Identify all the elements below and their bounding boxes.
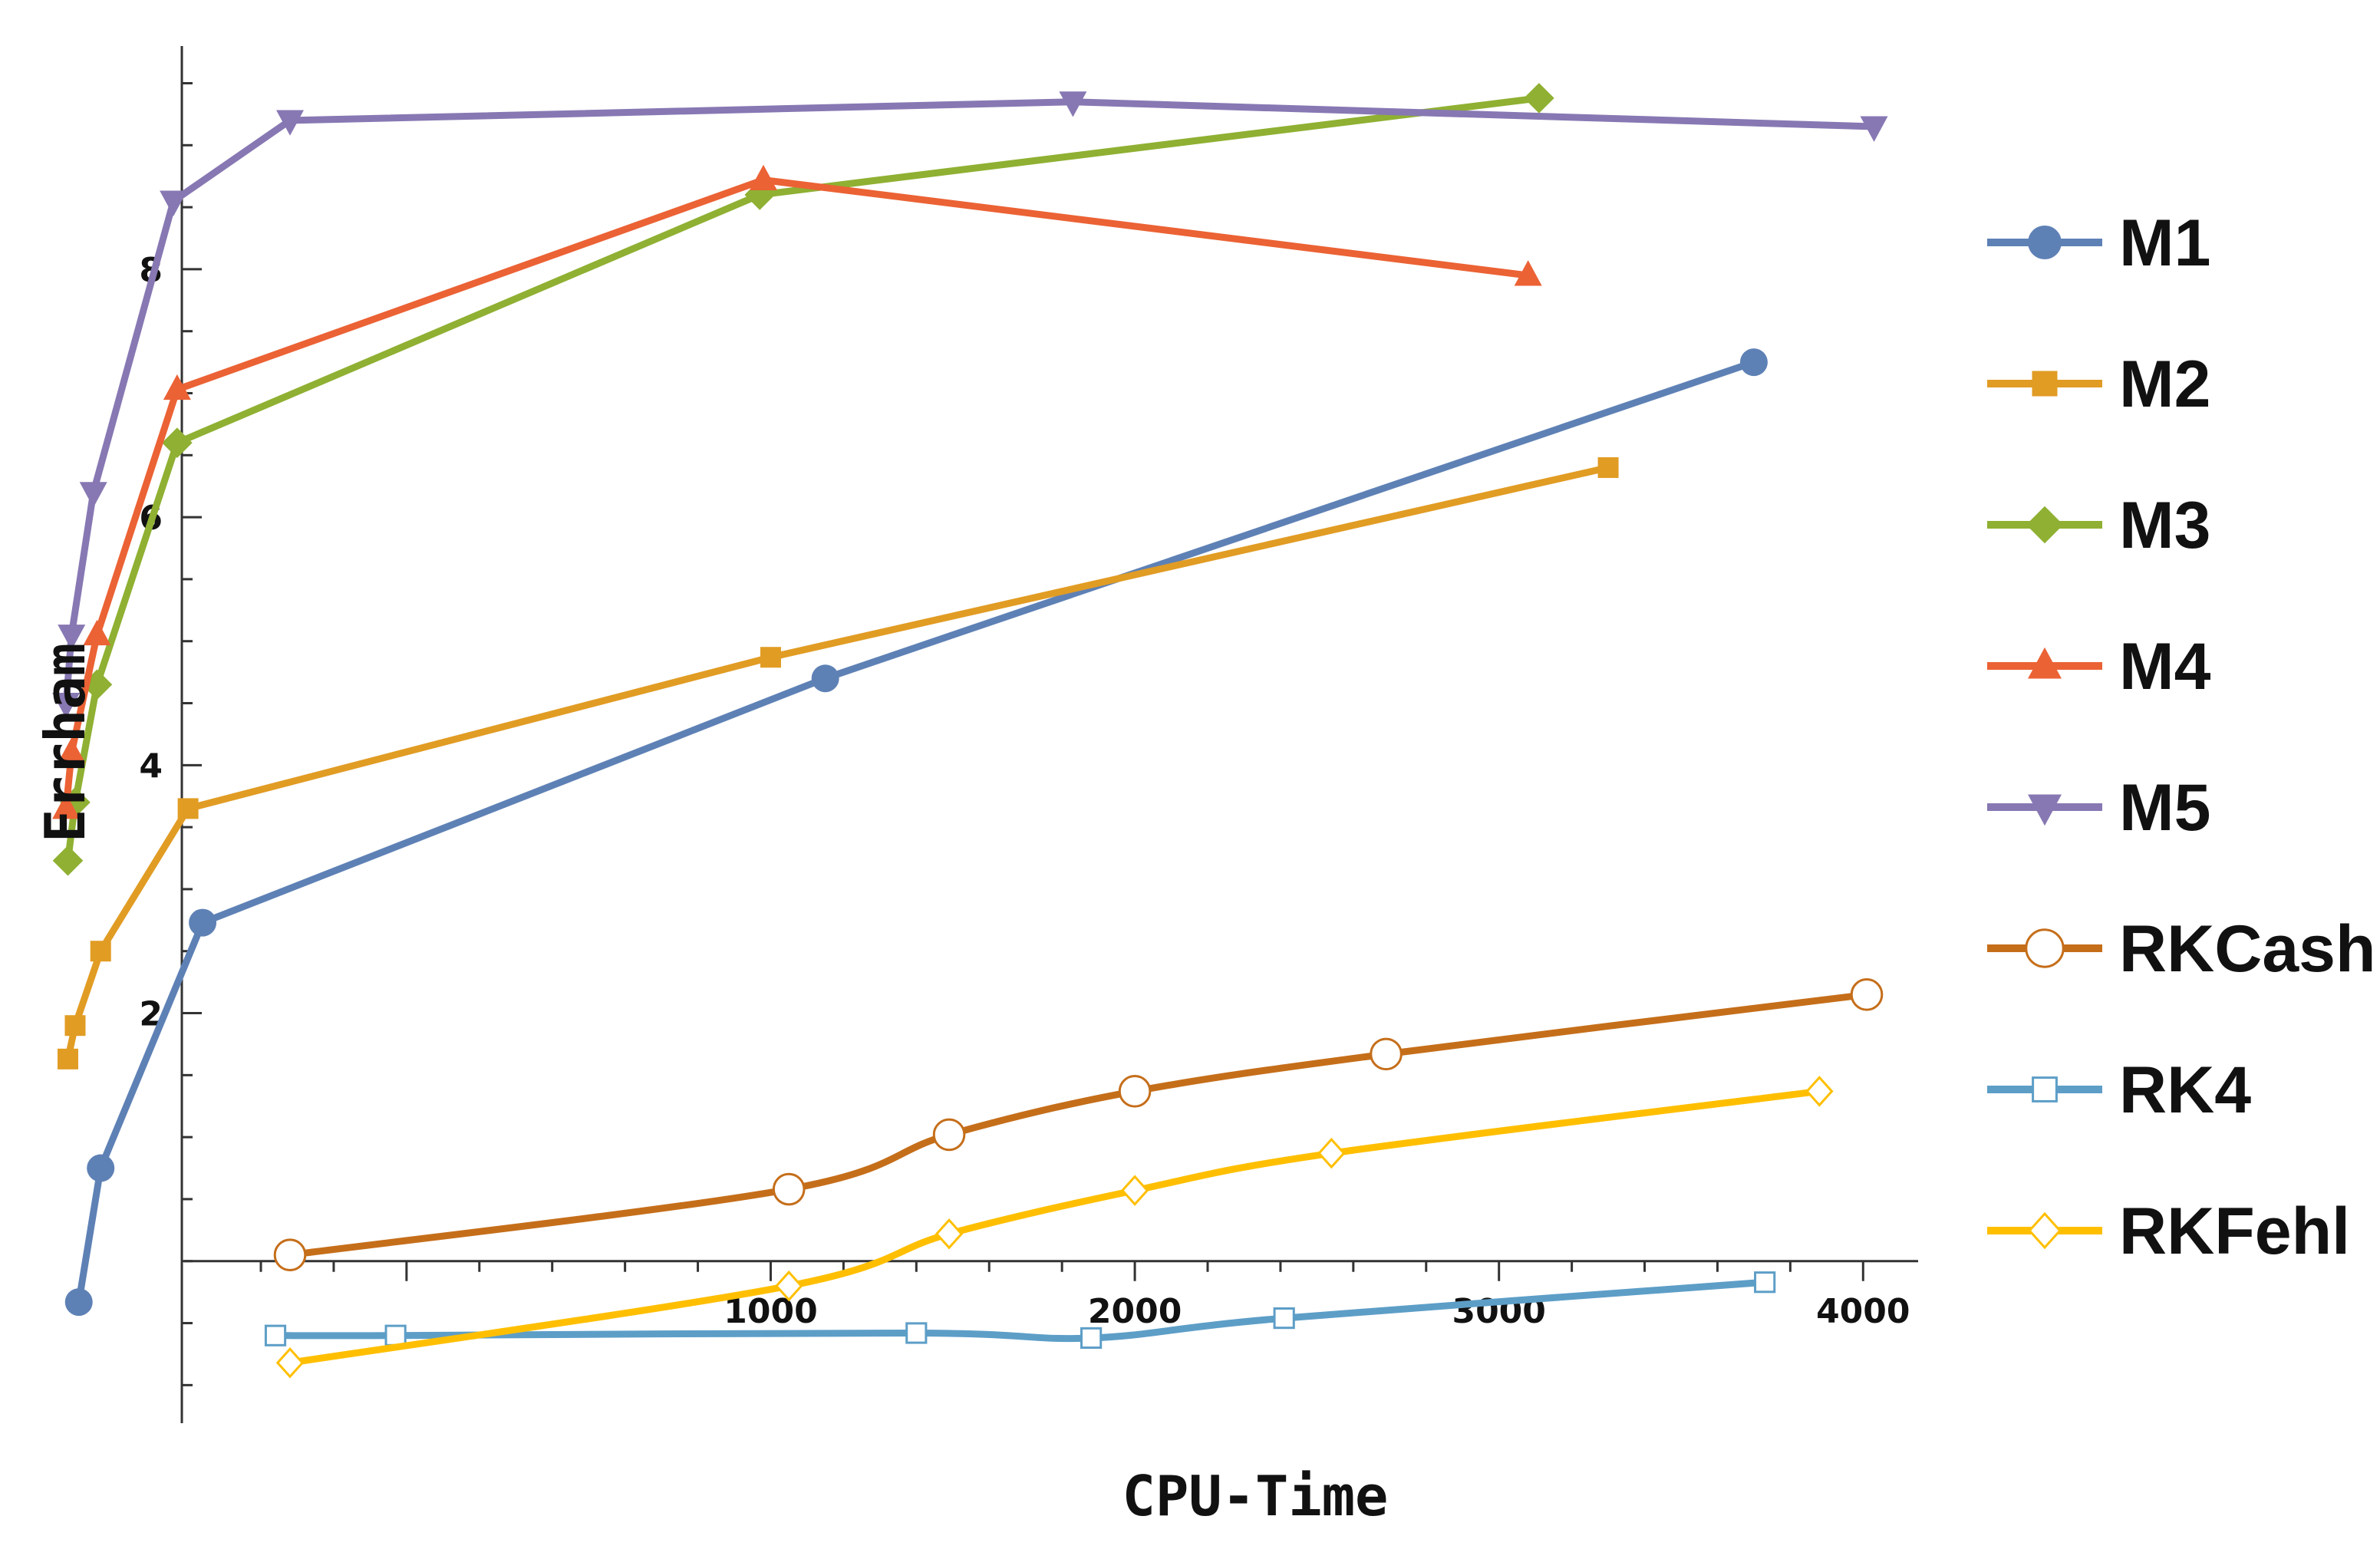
legend: M1 M2 M3 M4 M5 RKCash RK4 RKFehl — [1987, 206, 2376, 1268]
data-point — [1080, 1327, 1103, 1350]
series-line-m2 — [64, 463, 1612, 1063]
data-point — [83, 619, 111, 646]
x-axis-title: CPU-Time — [1122, 1464, 1389, 1528]
data-point — [1805, 1076, 1834, 1107]
legend-label: M4 — [2119, 630, 2211, 704]
series-line-m1 — [75, 358, 1758, 1306]
legend-item-m3: M3 — [1987, 489, 2210, 562]
x-tick-label: 4000 — [1816, 1292, 1910, 1331]
series-line-rkfehl — [286, 1087, 1823, 1366]
data-point — [1850, 977, 1884, 1011]
series-line-m4 — [62, 176, 1532, 812]
data-point — [1739, 348, 1768, 377]
series-m2 — [57, 456, 1619, 1070]
data-point — [1273, 1307, 1295, 1330]
legend-marker — [2025, 928, 2065, 968]
data-point — [87, 1154, 115, 1182]
data-point — [932, 1118, 966, 1152]
legend-marker — [2028, 226, 2062, 259]
legend-marker — [2032, 371, 2058, 397]
data-point — [52, 845, 84, 876]
series-line-rk4 — [272, 1278, 1769, 1343]
data-point — [774, 1270, 803, 1302]
legend-label: M1 — [2119, 206, 2210, 280]
series-rk4 — [264, 1271, 1776, 1350]
data-point — [749, 164, 777, 191]
data-point — [935, 1218, 964, 1250]
data-point — [384, 1324, 407, 1346]
data-point — [772, 1172, 806, 1206]
data-point — [58, 625, 86, 651]
legend-label: M5 — [2119, 771, 2210, 845]
data-point — [275, 1347, 305, 1379]
legend-item-m2: M2 — [1987, 348, 2210, 421]
data-point — [1860, 116, 1888, 142]
legend-marker — [2026, 506, 2064, 544]
data-point — [273, 1238, 307, 1271]
data-point — [160, 190, 188, 216]
series-line-rkcash — [286, 990, 1871, 1259]
series-m3 — [52, 83, 1554, 876]
data-point — [1597, 456, 1619, 478]
data-point — [811, 664, 839, 693]
data-point — [79, 482, 107, 508]
data-point — [1754, 1271, 1776, 1294]
legend-item-rkfehl: RKFehl — [1987, 1195, 2350, 1268]
legend-label: RKFehl — [2119, 1195, 2350, 1268]
legend-label: RK4 — [2119, 1053, 2251, 1127]
legend-marker — [2028, 794, 2062, 826]
legend-item-m5: M5 — [1987, 771, 2210, 845]
data-point — [1317, 1137, 1346, 1169]
data-point — [64, 1288, 93, 1317]
legend-item-m4: M4 — [1987, 630, 2211, 704]
legend-marker — [2028, 647, 2062, 679]
data-point — [760, 647, 781, 668]
legend-marker — [2032, 1076, 2058, 1103]
legend-item-rk4: RK4 — [1987, 1053, 2251, 1127]
data-point — [64, 1015, 86, 1037]
series-m1 — [64, 348, 1768, 1317]
legend-label: M2 — [2119, 348, 2210, 421]
data-point — [177, 798, 199, 819]
legend-item-m1: M1 — [1987, 206, 2210, 280]
data-point — [57, 1048, 78, 1070]
y-axis-title: Errham — [33, 643, 97, 842]
data-point — [264, 1324, 287, 1346]
series-m5 — [52, 91, 1888, 719]
series-m4 — [52, 164, 1542, 819]
series-line-m3 — [64, 94, 1543, 865]
data-point — [90, 941, 111, 962]
data-point — [1524, 83, 1554, 114]
data-point — [189, 908, 217, 937]
y-tick-label: 4 — [139, 747, 163, 786]
data-point — [1118, 1075, 1152, 1108]
legend-label: M3 — [2119, 489, 2210, 562]
data-point — [1514, 260, 1542, 286]
series-rkcash — [273, 977, 1884, 1271]
data-point — [52, 793, 81, 819]
data-point — [1059, 91, 1087, 117]
data-point — [163, 374, 191, 400]
data-point — [744, 180, 776, 210]
data-point — [1370, 1037, 1403, 1071]
x-tick-label: 2000 — [1088, 1292, 1182, 1331]
legend-label: RKCash — [2119, 912, 2376, 986]
legend-marker — [2028, 1211, 2062, 1250]
data-point — [1120, 1175, 1149, 1206]
data-point — [905, 1322, 928, 1344]
data-point — [275, 110, 304, 136]
data-point — [52, 693, 81, 719]
data-point — [58, 737, 86, 763]
legend-item-rkcash: RKCash — [1987, 912, 2376, 986]
series-rkfehl — [275, 1076, 1834, 1379]
x-tick-label: 1000 — [724, 1292, 817, 1331]
series-layer — [52, 83, 1888, 1379]
data-point — [162, 427, 193, 458]
